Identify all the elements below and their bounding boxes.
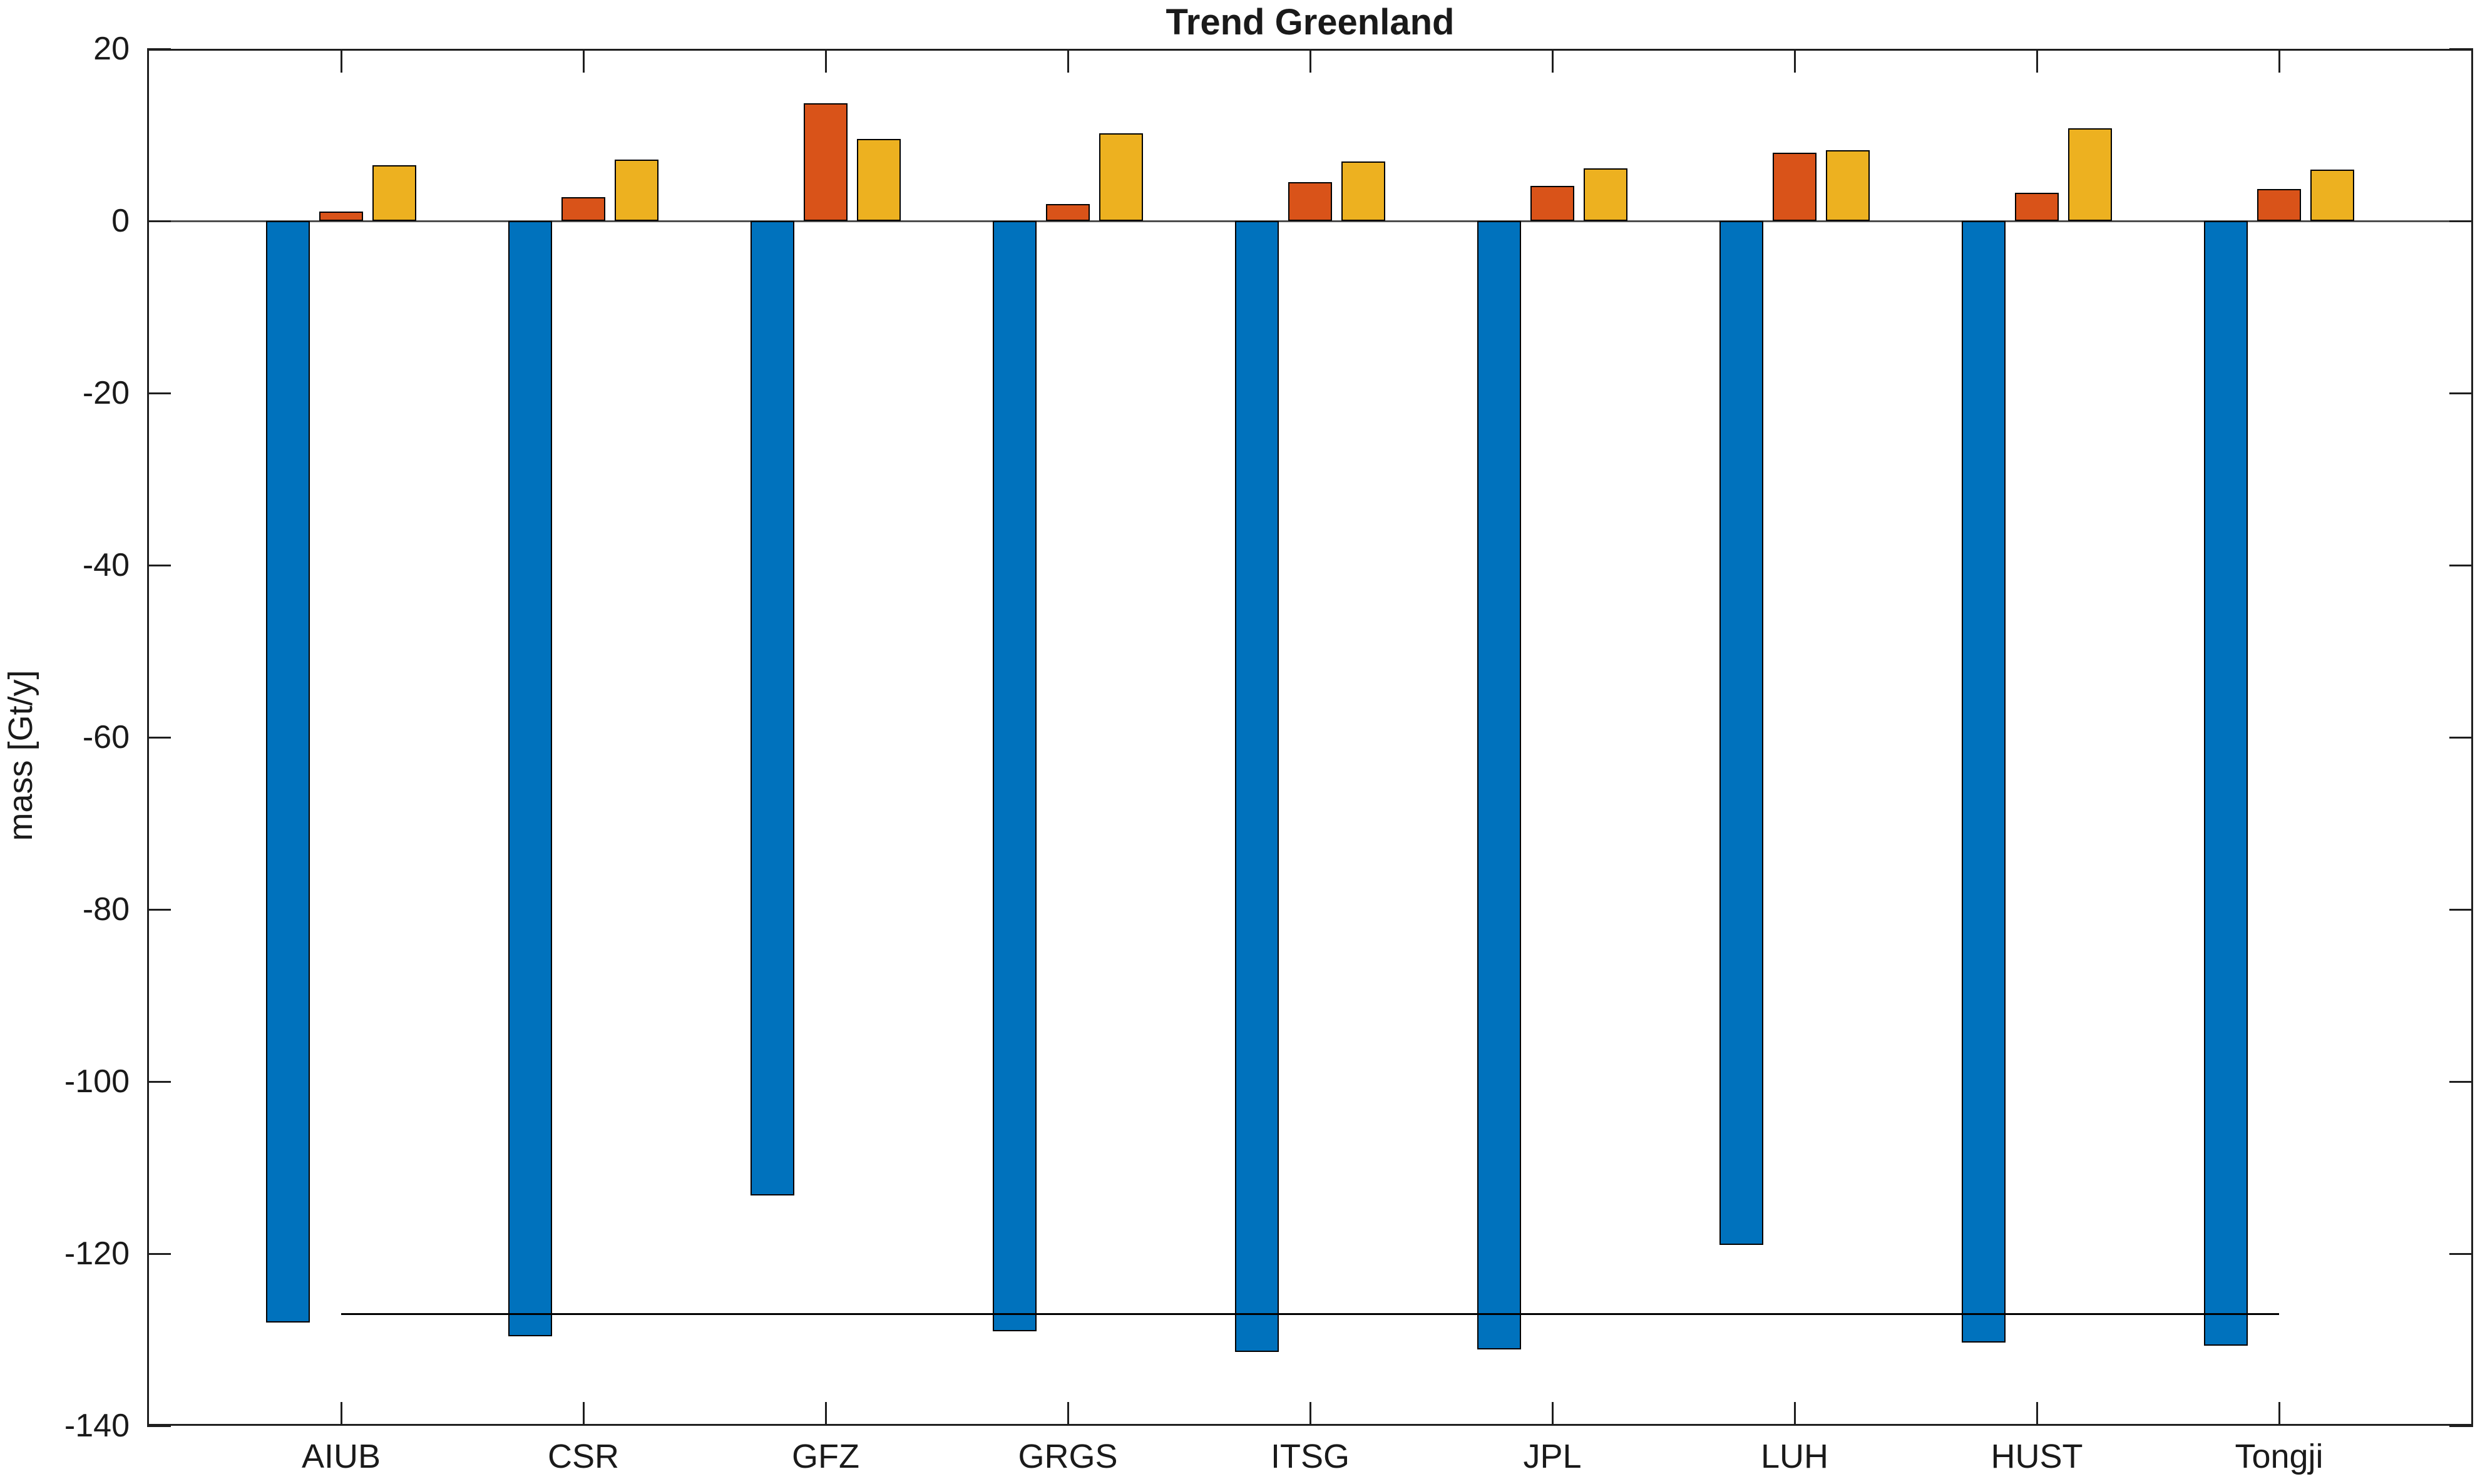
y-tick-label: -100 — [64, 1063, 130, 1100]
bar-series_orange-HUST — [2015, 192, 2059, 221]
x-category-label-HUST: HUST — [1991, 1438, 2083, 1475]
y-tick-mark-left — [147, 392, 171, 394]
y-tick-mark-left — [147, 220, 171, 222]
x-tick-mark-bottom — [2036, 1402, 2038, 1426]
bar-series_orange-ITSG — [1288, 182, 1332, 221]
reference-line — [341, 1313, 2279, 1315]
y-tick-mark-left — [147, 564, 171, 566]
x-tick-mark-bottom — [1309, 1402, 1311, 1426]
x-category-label-AIUB: AIUB — [301, 1438, 381, 1475]
bar-series_yellow-ITSG — [1341, 161, 1385, 221]
x-tick-mark-bottom — [582, 1402, 585, 1426]
bar-series_orange-Tongji — [2257, 189, 2301, 221]
x-category-label-CSR: CSR — [547, 1438, 619, 1475]
bar-series_yellow-GFZ — [857, 139, 901, 221]
y-tick-mark-left — [147, 1080, 171, 1083]
y-tick-label: -120 — [64, 1236, 130, 1272]
bar-series_blue-AIUB — [266, 221, 310, 1323]
y-tick-mark-right — [2449, 1425, 2473, 1427]
zero-baseline — [147, 220, 2473, 222]
x-category-label-JPL: JPL — [1523, 1438, 1582, 1475]
bar-series_orange-LUH — [1773, 153, 1817, 221]
y-tick-mark-left — [147, 736, 171, 739]
y-tick-label: -20 — [82, 375, 130, 411]
y-tick-mark-right — [2449, 736, 2473, 739]
y-tick-label: 20 — [93, 31, 130, 67]
y-tick-mark-left — [147, 1252, 171, 1255]
x-tick-mark-bottom — [340, 1402, 342, 1426]
chart-title: Trend Greenland — [1166, 2, 1455, 43]
bar-series_blue-CSR — [508, 221, 552, 1336]
x-category-label-LUH: LUH — [1760, 1438, 1829, 1475]
x-tick-mark-top — [1551, 49, 1554, 73]
bar-series_orange-AIUB — [319, 211, 363, 221]
x-tick-mark-top — [1793, 49, 1796, 73]
y-tick-mark-right — [2449, 564, 2473, 566]
bar-series_orange-GRGS — [1046, 203, 1090, 221]
x-tick-mark-top — [340, 49, 342, 73]
bar-series_orange-JPL — [1530, 185, 1574, 221]
bar-series_yellow-CSR — [615, 160, 658, 221]
bar-series_blue-JPL — [1477, 221, 1521, 1349]
plot-frame — [147, 49, 2473, 1426]
y-tick-label: -40 — [82, 547, 130, 583]
bar-series_blue-ITSG — [1235, 221, 1279, 1352]
x-tick-mark-top — [2036, 49, 2038, 73]
x-tick-mark-bottom — [2278, 1402, 2280, 1426]
x-category-label-GRGS: GRGS — [1018, 1438, 1118, 1475]
y-tick-mark-right — [2449, 48, 2473, 50]
bar-series_orange-GFZ — [804, 103, 848, 221]
y-tick-label: 0 — [111, 203, 130, 239]
bar-series_yellow-LUH — [1826, 150, 1870, 221]
bar-series_yellow-GRGS — [1099, 133, 1143, 221]
bar-series_yellow-Tongji — [2310, 169, 2354, 221]
bar-series_yellow-JPL — [1584, 168, 1627, 221]
y-tick-mark-right — [2449, 392, 2473, 394]
y-tick-mark-right — [2449, 908, 2473, 911]
x-tick-mark-bottom — [1067, 1402, 1069, 1426]
bar-series_blue-LUH — [1719, 221, 1763, 1246]
x-category-label-ITSG: ITSG — [1270, 1438, 1350, 1475]
x-tick-mark-top — [1067, 49, 1069, 73]
bar-series_yellow-AIUB — [372, 165, 416, 221]
y-tick-mark-left — [147, 1425, 171, 1427]
y-tick-mark-left — [147, 908, 171, 911]
x-category-label-GFZ: GFZ — [792, 1438, 859, 1475]
y-tick-mark-left — [147, 48, 171, 50]
bar-series_blue-Tongji — [2204, 221, 2248, 1346]
y-tick-mark-right — [2449, 1252, 2473, 1255]
x-category-label-Tongji: Tongji — [2235, 1438, 2324, 1475]
bar-series_orange-CSR — [561, 197, 605, 221]
x-tick-mark-top — [582, 49, 585, 73]
bar-series_blue-GFZ — [751, 221, 794, 1195]
bar-series_yellow-HUST — [2068, 128, 2112, 221]
y-tick-label: -60 — [82, 719, 130, 755]
x-tick-mark-bottom — [1793, 1402, 1796, 1426]
y-tick-label: -80 — [82, 891, 130, 928]
x-tick-mark-top — [2278, 49, 2280, 73]
y-tick-mark-right — [2449, 220, 2473, 222]
x-tick-mark-top — [1309, 49, 1311, 73]
y-tick-label: -140 — [64, 1408, 130, 1444]
x-tick-mark-top — [824, 49, 827, 73]
bar-series_blue-GRGS — [993, 221, 1037, 1331]
y-tick-mark-right — [2449, 1080, 2473, 1083]
x-tick-mark-bottom — [824, 1402, 827, 1426]
bar-series_blue-HUST — [1962, 221, 2006, 1343]
x-tick-mark-bottom — [1551, 1402, 1554, 1426]
